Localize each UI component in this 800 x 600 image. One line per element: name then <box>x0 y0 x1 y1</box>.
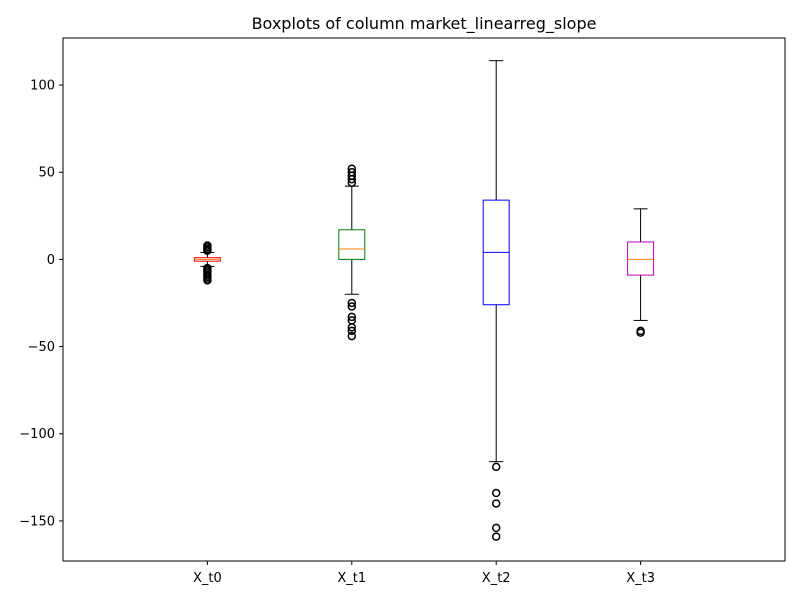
outlier-point <box>491 523 501 533</box>
x-tick-label: X_t0 <box>193 571 222 586</box>
x-axis: X_t0 X_t1 X_t2 X_t3 <box>193 561 655 586</box>
outlier-point <box>347 298 357 308</box>
y-tick-label: 0 <box>47 253 55 268</box>
box-X_t3 <box>627 208 655 337</box>
outlier-point <box>636 328 645 337</box>
plot-frame <box>62 37 786 562</box>
outlier-point <box>347 302 357 311</box>
box-X_t0 <box>193 241 221 285</box>
y-tick-label: −100 <box>19 427 55 442</box>
y-tick-label: 50 <box>38 166 55 181</box>
x-tick-label: X_t2 <box>482 571 511 586</box>
boxes-layer <box>193 60 655 541</box>
y-axis: −150 −100 −50 0 50 100 <box>19 79 63 529</box>
iqr-box <box>338 229 366 260</box>
outlier-point <box>347 164 357 173</box>
outlier-point <box>347 326 357 336</box>
y-tick-label: 100 <box>30 79 55 94</box>
outlier-point <box>491 499 501 508</box>
outlier-point <box>347 331 357 341</box>
box-X_t1 <box>338 164 366 341</box>
outlier-point <box>347 323 357 332</box>
outlier-point <box>491 462 501 472</box>
y-tick-label: −150 <box>19 514 55 529</box>
y-tick-label: −50 <box>28 340 55 355</box>
outlier-point <box>491 532 501 541</box>
outlier-point <box>203 241 212 250</box>
outlier-point <box>347 312 357 322</box>
outlier-point <box>203 276 212 285</box>
box-X_t2 <box>482 60 510 541</box>
outlier-point <box>347 167 357 177</box>
x-tick-label: X_t1 <box>337 571 366 586</box>
chart-title: Boxplots of column market_linearreg_slop… <box>252 14 597 34</box>
outlier-point <box>491 488 501 498</box>
x-tick-label: X_t3 <box>626 571 655 586</box>
iqr-box <box>627 241 655 276</box>
